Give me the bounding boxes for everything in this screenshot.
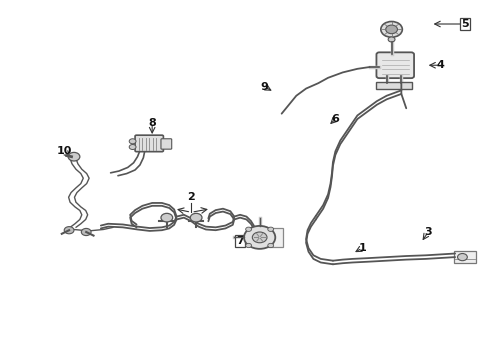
FancyBboxPatch shape bbox=[376, 82, 412, 89]
Text: 8: 8 bbox=[148, 118, 156, 128]
Circle shape bbox=[458, 253, 467, 261]
FancyBboxPatch shape bbox=[376, 52, 414, 78]
Circle shape bbox=[252, 232, 267, 243]
FancyBboxPatch shape bbox=[135, 135, 163, 152]
Circle shape bbox=[190, 213, 202, 222]
Circle shape bbox=[268, 227, 273, 231]
Circle shape bbox=[68, 152, 80, 161]
Circle shape bbox=[244, 226, 275, 249]
Circle shape bbox=[386, 25, 397, 34]
Text: 7: 7 bbox=[236, 236, 244, 246]
Circle shape bbox=[81, 228, 91, 235]
Circle shape bbox=[268, 243, 273, 248]
Circle shape bbox=[129, 139, 136, 144]
Text: 9: 9 bbox=[261, 82, 269, 92]
Circle shape bbox=[129, 144, 136, 149]
Circle shape bbox=[64, 226, 74, 234]
Text: 10: 10 bbox=[56, 146, 72, 156]
Circle shape bbox=[388, 37, 395, 42]
Circle shape bbox=[161, 213, 172, 222]
Text: 1: 1 bbox=[358, 243, 366, 253]
Text: 6: 6 bbox=[331, 114, 340, 124]
Circle shape bbox=[245, 227, 251, 231]
Circle shape bbox=[381, 22, 402, 37]
FancyBboxPatch shape bbox=[269, 228, 283, 247]
Text: 5: 5 bbox=[461, 19, 469, 29]
Text: 4: 4 bbox=[437, 60, 444, 70]
Text: 2: 2 bbox=[187, 192, 195, 202]
Circle shape bbox=[245, 243, 251, 248]
Text: 3: 3 bbox=[424, 227, 432, 237]
FancyBboxPatch shape bbox=[454, 251, 476, 263]
FancyBboxPatch shape bbox=[161, 139, 171, 149]
